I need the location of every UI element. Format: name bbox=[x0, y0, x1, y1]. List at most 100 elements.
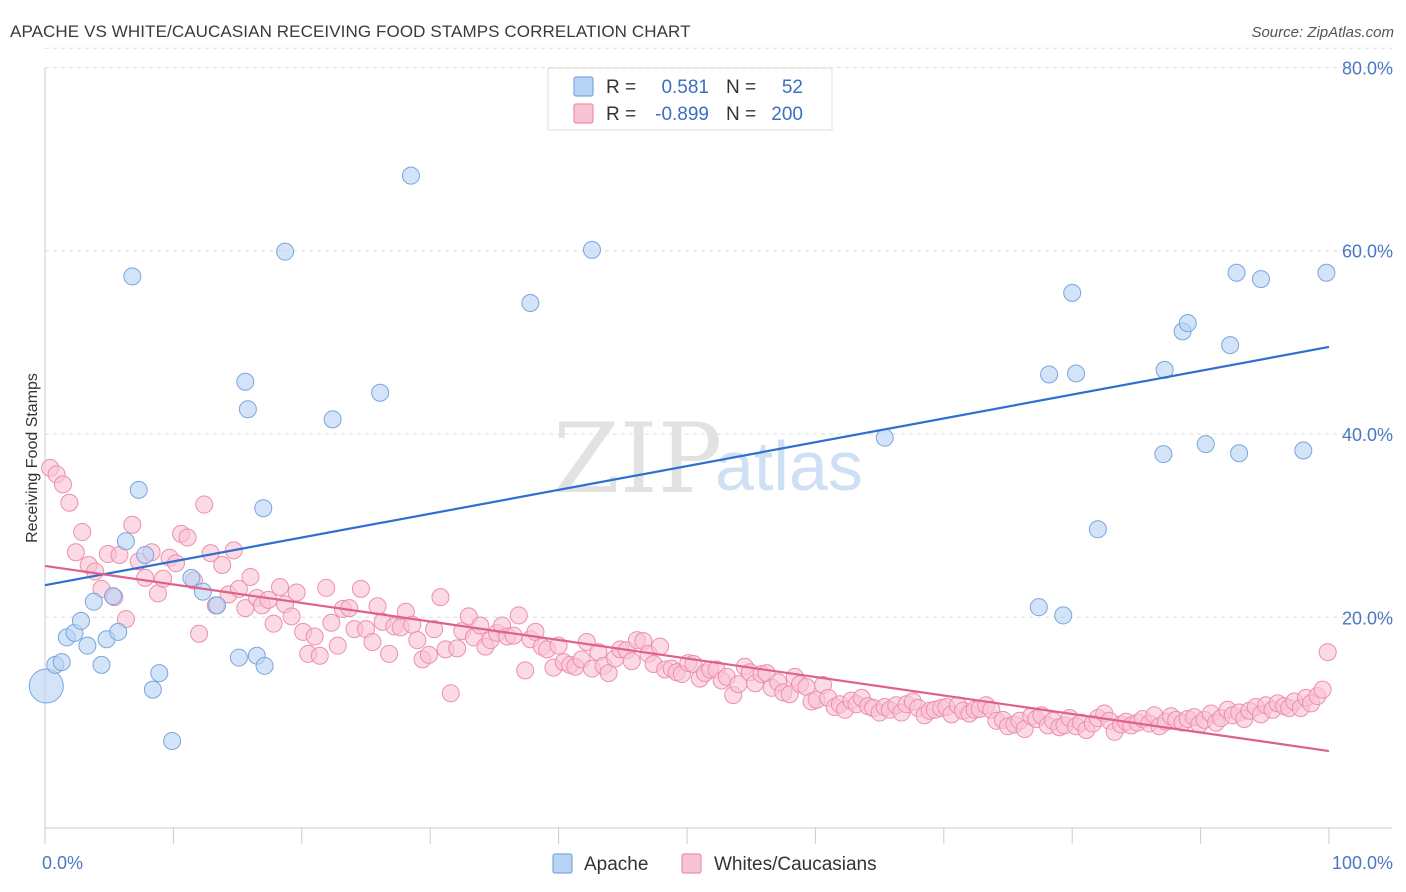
y-tick-label: 40.0% bbox=[1342, 425, 1393, 445]
apache-point bbox=[1040, 365, 1059, 384]
apache-point bbox=[92, 655, 111, 674]
apache-point bbox=[129, 480, 148, 499]
legend-swatch-whites bbox=[573, 103, 594, 124]
x-tick-labels: 0.0% 100.0% bbox=[42, 853, 1393, 873]
white-point bbox=[622, 652, 641, 671]
apache-point bbox=[104, 587, 123, 606]
apache-point bbox=[238, 400, 257, 419]
apache-point bbox=[1029, 598, 1048, 617]
apache-point bbox=[401, 166, 420, 185]
apache-point bbox=[236, 372, 255, 391]
legend-r-label: R = bbox=[606, 104, 636, 125]
bottom-legend-label-apache: Apache bbox=[584, 854, 648, 875]
legend-row-apache: R = 0.581 N = 52 bbox=[573, 76, 803, 98]
legend-row-whites: R = -0.899 N = 200 bbox=[573, 103, 803, 125]
white-point bbox=[66, 543, 85, 562]
white-point bbox=[363, 632, 382, 651]
bottom-legend-label-whites: Whites/Caucasians bbox=[714, 854, 877, 875]
white-point bbox=[123, 515, 142, 534]
white-point bbox=[241, 567, 260, 586]
white-point bbox=[516, 661, 535, 680]
chart-title: APACHE VS WHITE/CAUCASIAN RECEIVING FOOD… bbox=[10, 22, 691, 41]
apache-point bbox=[116, 532, 135, 551]
apache-point bbox=[78, 636, 97, 655]
white-point bbox=[195, 495, 214, 514]
white-point bbox=[317, 578, 336, 597]
white-point bbox=[1313, 680, 1332, 699]
apache-point bbox=[254, 499, 273, 518]
apache-point bbox=[875, 428, 894, 447]
white-point bbox=[166, 554, 185, 573]
legend-n-value: 200 bbox=[771, 104, 803, 125]
bottom-legend-swatch-whites bbox=[681, 853, 702, 874]
apache-point bbox=[229, 648, 248, 667]
y-tick-label: 80.0% bbox=[1342, 58, 1393, 78]
apache-point bbox=[143, 680, 162, 699]
legend-n-label: N = bbox=[726, 77, 756, 98]
apache-point bbox=[276, 242, 295, 261]
apache-point bbox=[1178, 314, 1197, 333]
y-tick-label: 20.0% bbox=[1342, 608, 1393, 628]
white-point bbox=[213, 556, 232, 575]
white-point bbox=[270, 578, 289, 597]
white-point bbox=[136, 568, 155, 587]
source-credit: Source: ZipAtlas.com bbox=[1251, 24, 1394, 41]
legend-n-value: 52 bbox=[782, 77, 803, 98]
apache-point bbox=[123, 267, 142, 286]
apache-point bbox=[1067, 364, 1086, 383]
apache-point bbox=[1221, 336, 1240, 355]
trend-lines bbox=[44, 345, 1330, 753]
white-point bbox=[328, 636, 347, 655]
bottom-legend-swatch-apache bbox=[552, 853, 573, 874]
white-point bbox=[53, 475, 72, 494]
white-point bbox=[282, 607, 301, 626]
white-point bbox=[60, 493, 79, 512]
apache-point bbox=[150, 664, 169, 683]
apache-trend-line bbox=[44, 345, 1330, 587]
x-tick-label: 100.0% bbox=[1332, 853, 1393, 873]
apache-point bbox=[1227, 263, 1246, 282]
apache-point bbox=[1063, 283, 1082, 302]
white-trend-line bbox=[44, 564, 1330, 753]
white-point bbox=[178, 528, 197, 547]
apache-point bbox=[1294, 441, 1313, 460]
watermark: ZIP atlas bbox=[553, 403, 863, 515]
white-point bbox=[351, 579, 370, 598]
white-point bbox=[287, 583, 306, 602]
apache-point bbox=[323, 410, 342, 429]
white-point bbox=[448, 639, 467, 658]
white-point bbox=[431, 588, 450, 607]
y-axis-label: Receiving Food Stamps bbox=[24, 373, 41, 543]
grid-lines bbox=[45, 47, 1392, 618]
white-point bbox=[504, 626, 523, 645]
apache-point bbox=[52, 653, 71, 672]
apache-point bbox=[1088, 520, 1107, 539]
white-point bbox=[73, 523, 92, 542]
series-whites-caucasians bbox=[41, 458, 1337, 741]
apache-point bbox=[71, 611, 90, 630]
apache-point bbox=[84, 592, 103, 611]
apache-point bbox=[182, 568, 201, 587]
apache-point bbox=[255, 656, 274, 675]
apache-point bbox=[1317, 263, 1336, 282]
y-tick-label: 60.0% bbox=[1342, 242, 1393, 262]
white-point bbox=[380, 644, 399, 663]
bottom-legend: Apache Whites/Caucasians bbox=[552, 853, 877, 875]
apache-point bbox=[1230, 444, 1249, 463]
white-point bbox=[509, 606, 528, 625]
series-apache bbox=[28, 166, 1336, 750]
white-point bbox=[425, 620, 444, 639]
white-point bbox=[264, 614, 283, 633]
white-point bbox=[419, 645, 438, 664]
apache-point bbox=[163, 731, 182, 750]
legend-swatch-apache bbox=[573, 76, 594, 97]
apache-point bbox=[1054, 606, 1073, 625]
apache-point bbox=[1154, 445, 1173, 464]
legend-r-value: 0.581 bbox=[661, 77, 709, 98]
white-point bbox=[408, 631, 427, 650]
apache-point bbox=[109, 622, 128, 641]
apache-point bbox=[1251, 270, 1270, 289]
x-tick-label: 0.0% bbox=[42, 853, 83, 873]
white-point bbox=[1318, 643, 1337, 662]
